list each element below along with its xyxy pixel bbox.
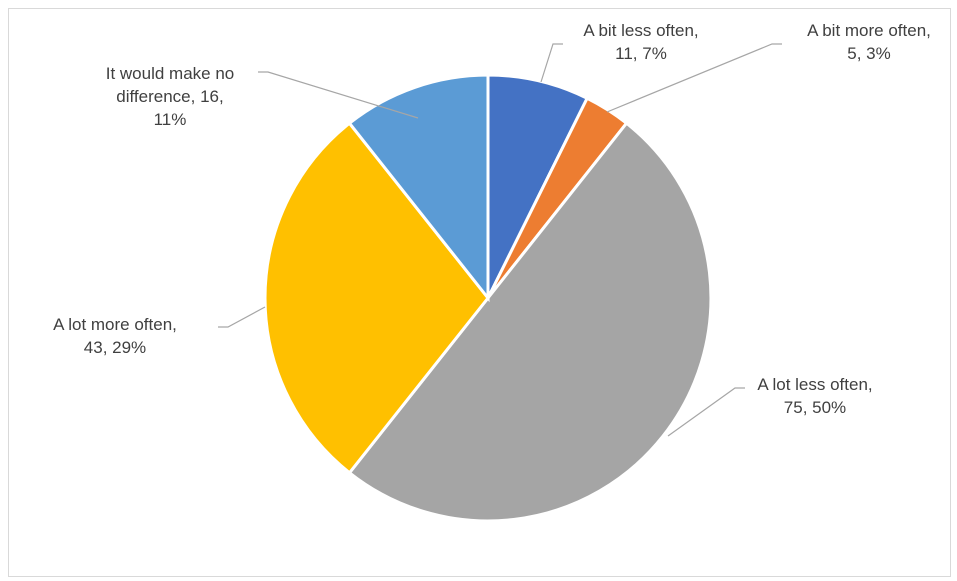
pie-slice-it-would-make-no-difference [347, 73, 490, 303]
leader-line [540, 43, 563, 83]
data-label-line: A bit more often, [807, 21, 931, 40]
data-label: A bit less often, 11, 7% [583, 21, 698, 63]
data-label-line: 11% [154, 110, 187, 129]
data-label-line: difference, 16, [116, 87, 223, 106]
pie-slice-a-lot-more-often [263, 121, 490, 475]
pie-slice-a-lot-less-often [347, 121, 713, 523]
data-label-line: 75, 50% [784, 398, 846, 417]
data-label-line: A lot more often, [53, 315, 177, 334]
data-labels: A bit less often, 11, 7% A bit more often,… [53, 21, 931, 417]
data-label: A lot more often, 43, 29% [53, 315, 177, 357]
leader-line [258, 71, 419, 119]
data-label-line: It would make no [106, 64, 235, 83]
data-label-line: A bit less often, [583, 21, 698, 40]
leader-line [606, 43, 782, 113]
data-label: A lot less often, 75, 50% [757, 375, 872, 417]
pie-slice-a-bit-less-often [486, 73, 590, 299]
data-label-line: 11, 7% [615, 44, 667, 63]
data-label: A bit more often, 5, 3% [807, 21, 931, 63]
leader-lines [218, 43, 782, 437]
data-label-line: 43, 29% [84, 338, 146, 357]
data-label: It would make no difference, 16, 11% [106, 64, 235, 129]
data-label-line: 5, 3% [847, 44, 890, 63]
pie-slices [263, 73, 713, 523]
data-label-line: A lot less often, [757, 375, 872, 394]
leader-line [218, 306, 266, 328]
leader-line [667, 387, 745, 437]
